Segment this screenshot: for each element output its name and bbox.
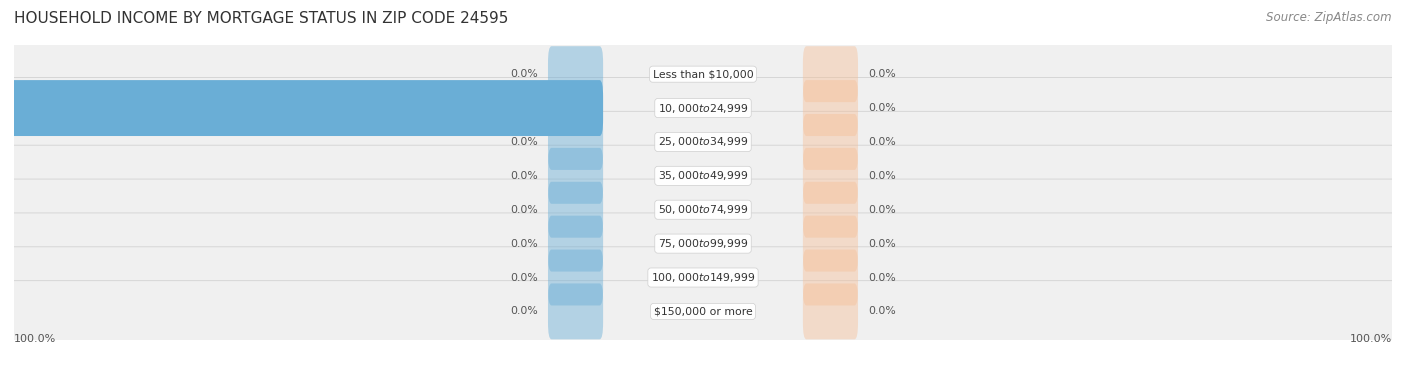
Text: 0.0%: 0.0% <box>869 273 896 282</box>
Text: 0.0%: 0.0% <box>510 137 537 147</box>
FancyBboxPatch shape <box>11 111 1395 173</box>
FancyBboxPatch shape <box>11 247 1395 308</box>
Text: $10,000 to $24,999: $10,000 to $24,999 <box>658 102 748 115</box>
FancyBboxPatch shape <box>803 182 858 238</box>
FancyBboxPatch shape <box>803 148 858 204</box>
FancyBboxPatch shape <box>803 284 858 339</box>
Text: 0.0%: 0.0% <box>869 307 896 316</box>
Text: 0.0%: 0.0% <box>869 171 896 181</box>
Text: $75,000 to $99,999: $75,000 to $99,999 <box>658 237 748 250</box>
FancyBboxPatch shape <box>11 213 1395 274</box>
Text: HOUSEHOLD INCOME BY MORTGAGE STATUS IN ZIP CODE 24595: HOUSEHOLD INCOME BY MORTGAGE STATUS IN Z… <box>14 11 509 26</box>
Text: 0.0%: 0.0% <box>869 137 896 147</box>
Text: 0.0%: 0.0% <box>869 205 896 215</box>
FancyBboxPatch shape <box>11 281 1395 342</box>
FancyBboxPatch shape <box>548 249 603 305</box>
FancyBboxPatch shape <box>548 114 603 170</box>
Text: Source: ZipAtlas.com: Source: ZipAtlas.com <box>1267 11 1392 24</box>
FancyBboxPatch shape <box>11 77 1395 139</box>
FancyBboxPatch shape <box>548 284 603 339</box>
FancyBboxPatch shape <box>803 249 858 305</box>
Text: $150,000 or more: $150,000 or more <box>654 307 752 316</box>
Text: 0.0%: 0.0% <box>510 69 537 79</box>
FancyBboxPatch shape <box>11 43 1395 105</box>
Text: $100,000 to $149,999: $100,000 to $149,999 <box>651 271 755 284</box>
FancyBboxPatch shape <box>548 148 603 204</box>
FancyBboxPatch shape <box>548 182 603 238</box>
Text: 0.0%: 0.0% <box>510 307 537 316</box>
FancyBboxPatch shape <box>11 145 1395 206</box>
FancyBboxPatch shape <box>11 80 603 136</box>
Text: 0.0%: 0.0% <box>869 69 896 79</box>
Text: 0.0%: 0.0% <box>510 239 537 249</box>
FancyBboxPatch shape <box>803 46 858 102</box>
Text: $50,000 to $74,999: $50,000 to $74,999 <box>658 203 748 216</box>
Text: 0.0%: 0.0% <box>869 239 896 249</box>
FancyBboxPatch shape <box>803 114 858 170</box>
FancyBboxPatch shape <box>548 216 603 271</box>
Text: 100.0%: 100.0% <box>14 334 56 344</box>
Text: 0.0%: 0.0% <box>510 273 537 282</box>
Text: 100.0%: 100.0% <box>1350 334 1392 344</box>
Text: Less than $10,000: Less than $10,000 <box>652 69 754 79</box>
FancyBboxPatch shape <box>11 179 1395 240</box>
FancyBboxPatch shape <box>548 46 603 102</box>
Text: $35,000 to $49,999: $35,000 to $49,999 <box>658 169 748 182</box>
Text: $25,000 to $34,999: $25,000 to $34,999 <box>658 135 748 149</box>
Text: 0.0%: 0.0% <box>510 171 537 181</box>
Legend: Without Mortgage, With Mortgage: Without Mortgage, With Mortgage <box>571 377 835 378</box>
Text: 0.0%: 0.0% <box>869 103 896 113</box>
FancyBboxPatch shape <box>803 216 858 271</box>
FancyBboxPatch shape <box>803 80 858 136</box>
Text: 0.0%: 0.0% <box>510 205 537 215</box>
